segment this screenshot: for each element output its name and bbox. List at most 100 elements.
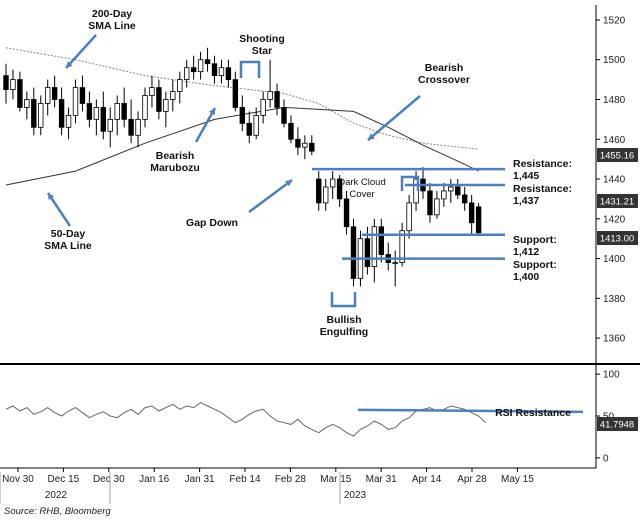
candle <box>329 171 336 199</box>
price-tick-label: 1520 <box>603 15 626 26</box>
shooting-star-label: Shooting Star <box>239 33 285 57</box>
x-tick-label: Mar 15 <box>320 474 352 485</box>
candle-body <box>149 87 155 96</box>
candle <box>204 47 211 72</box>
bearish-marubozu-label-line: Marubozu <box>150 162 200 174</box>
candle <box>38 95 44 136</box>
x-tick-label: Apr 14 <box>412 474 442 485</box>
candle-body <box>253 114 259 136</box>
gap-down-arrow-head <box>285 180 292 187</box>
candle <box>468 194 475 235</box>
price-panel <box>3 47 505 287</box>
rsi-line <box>5 402 486 437</box>
candle <box>163 91 169 128</box>
year-label-2023: 2023 <box>344 490 367 501</box>
x-tick-label: May 15 <box>501 474 534 485</box>
price-tick-label: 1360 <box>603 334 626 345</box>
sup-1400-label: Support: 1,400 <box>513 259 557 283</box>
candle-body <box>190 67 197 73</box>
dark-cloud-label: Dark Cloud Cover <box>338 177 386 200</box>
rsi-resistance-label: RSI Resistance <box>495 407 571 419</box>
price-tick-label: 1400 <box>603 254 626 265</box>
candle-body <box>427 190 433 216</box>
candle-body <box>45 87 51 104</box>
bullish-engulfing-label-line: Bullish <box>326 314 361 326</box>
candle <box>58 87 65 136</box>
candle-body <box>461 194 468 204</box>
gap-down-label-line: Gap Down <box>186 217 238 229</box>
candle <box>170 79 176 112</box>
candle-body <box>434 198 440 216</box>
sup-1400-label-line: 1,400 <box>513 271 539 283</box>
shooting-star-label-line: Shooting <box>239 33 285 45</box>
value-box <box>597 231 638 245</box>
gap-down-label: Gap Down <box>186 217 238 229</box>
candle-body <box>371 226 378 267</box>
price-tick-label: 1380 <box>603 294 626 305</box>
sma200-label-line: SMA Line <box>88 20 136 32</box>
candle-body <box>406 202 412 232</box>
x-tick-label: Mar 31 <box>366 474 398 485</box>
res-1437-label-line: 1,437 <box>513 195 539 207</box>
candle <box>322 179 329 211</box>
rsi-resistance-line <box>357 408 584 414</box>
axes: 1360138014001420144014601480150015200501… <box>0 5 640 504</box>
rsi-tick-label: 0 <box>603 453 609 464</box>
bearish-crossover-label-line: Bearish <box>425 62 464 74</box>
candle <box>232 71 239 112</box>
sma200-arrow-head <box>66 61 73 68</box>
sma50-label-line: 50-Day <box>51 228 86 240</box>
candle <box>107 107 113 148</box>
sma200-line <box>5 47 479 150</box>
candle-body <box>72 87 79 116</box>
value-box-label: 1413.00 <box>600 234 634 245</box>
sma200-label-line: 200-Day <box>92 8 132 20</box>
candle <box>288 115 294 144</box>
candle-body <box>441 190 447 200</box>
candle <box>239 95 245 132</box>
value-box-label: 1431.21 <box>600 197 634 208</box>
value-box-label: 1455.16 <box>600 151 634 162</box>
price-tick-label: 1420 <box>603 214 626 225</box>
candle <box>197 51 204 80</box>
sup-1412-label: Support: 1,412 <box>513 234 557 258</box>
candle <box>427 183 433 223</box>
bearish-crossover-label: Bearish Crossover <box>418 62 470 86</box>
sma50-line <box>5 106 479 186</box>
bullish-engulfing-label: Bullish Engulfing <box>320 314 368 338</box>
candle-body <box>316 178 322 204</box>
bearish-marubozu-arrow-head <box>209 108 215 115</box>
candle-body <box>239 107 245 124</box>
candle-body <box>274 91 280 108</box>
res-1445-label: Resistance: 1,445 <box>513 158 572 182</box>
candle <box>45 79 51 116</box>
price-tick-label: 1440 <box>603 175 626 186</box>
candle <box>406 194 412 239</box>
candle <box>17 71 23 112</box>
source-note: Source: RHB, Bloomberg <box>4 506 111 517</box>
candle-body <box>211 63 218 77</box>
candle-body <box>204 59 211 65</box>
candle-body <box>128 118 134 136</box>
candle <box>211 55 218 84</box>
sup-1412-label-line: 1,412 <box>513 246 539 258</box>
res-1437-label: Resistance: 1,437 <box>513 183 572 207</box>
bearish-marubozu-label: Bearish Marubozu <box>150 150 200 174</box>
candle <box>309 135 315 156</box>
candle <box>343 190 350 235</box>
price-tick-label: 1480 <box>603 95 626 106</box>
candle-body <box>309 142 315 152</box>
candle <box>302 135 308 160</box>
candle <box>385 242 391 271</box>
shooting-star-label-line: Star <box>252 45 272 57</box>
rsi-tick-label: 100 <box>603 370 620 381</box>
candle <box>10 69 16 100</box>
candle <box>218 59 225 84</box>
candle <box>79 75 86 112</box>
candle <box>441 183 447 207</box>
rsi-panel <box>5 402 584 437</box>
sma50-label-line: SMA Line <box>44 240 92 252</box>
candle-body <box>336 178 343 200</box>
candle <box>51 75 58 108</box>
